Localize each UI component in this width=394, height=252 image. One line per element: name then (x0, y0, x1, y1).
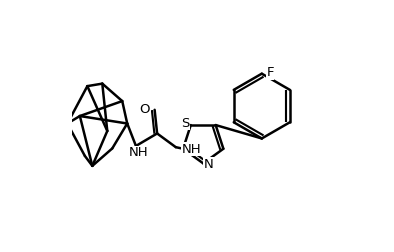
Text: S: S (181, 117, 190, 130)
Text: NH: NH (128, 146, 148, 160)
Text: O: O (139, 103, 150, 116)
Text: F: F (266, 67, 274, 79)
Text: NH: NH (181, 143, 201, 156)
Text: N: N (204, 158, 214, 171)
